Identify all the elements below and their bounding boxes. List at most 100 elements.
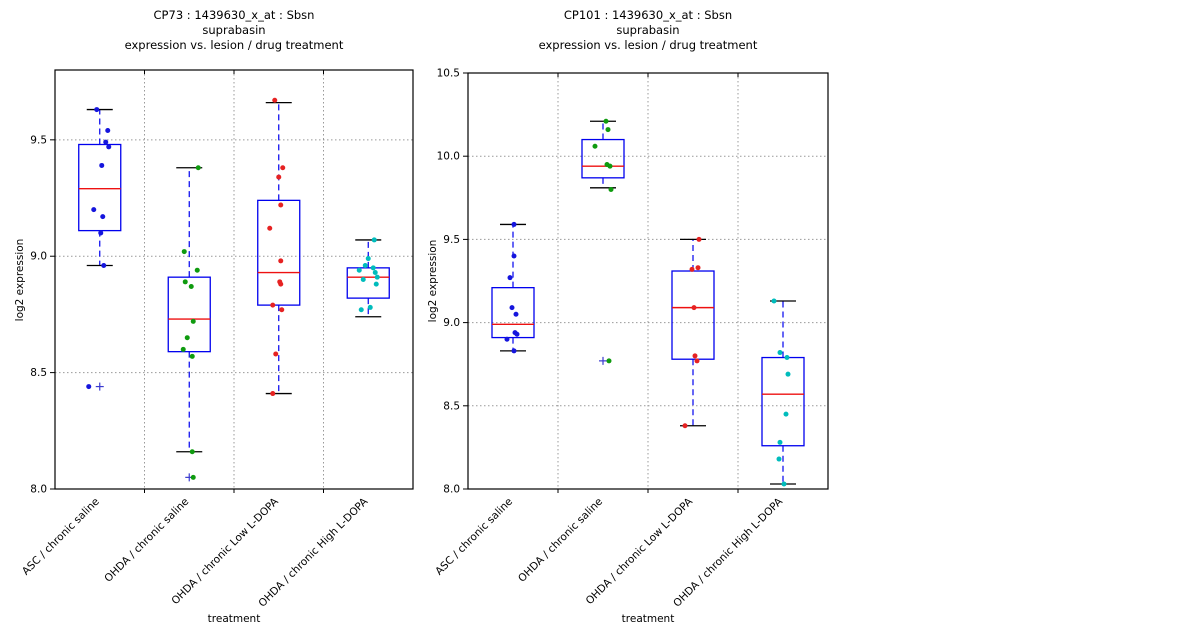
data-point xyxy=(694,358,700,364)
y-tick-label: 10.0 xyxy=(437,151,460,163)
box xyxy=(671,270,715,360)
chart2-title: CP101 : 1439630_x_at : Sbsn suprabasin e… xyxy=(418,8,878,53)
data-point xyxy=(682,423,688,429)
boxplot-group-1 xyxy=(491,221,535,354)
data-point xyxy=(777,350,783,356)
data-point xyxy=(270,302,276,308)
chart1-title-line1: CP73 : 1439630_x_at : Sbsn xyxy=(153,8,315,22)
data-point xyxy=(280,165,286,171)
data-point xyxy=(103,139,109,145)
y-tick-label: 9.0 xyxy=(30,251,47,263)
data-point xyxy=(513,311,519,317)
data-point xyxy=(371,237,377,243)
data-point xyxy=(511,221,517,227)
box xyxy=(257,199,301,306)
data-point xyxy=(273,351,279,357)
data-point xyxy=(195,165,201,171)
x-category-label: OHDA / chronic saline xyxy=(102,496,191,585)
data-point xyxy=(180,346,186,352)
box xyxy=(167,276,211,353)
data-point xyxy=(785,371,791,377)
chart2-y-axis-label: log2 expression xyxy=(427,239,439,323)
data-point xyxy=(608,186,614,192)
y-tick-label: 9.0 xyxy=(443,317,460,329)
chart2-title-line3: expression vs. lesion / drug treatment xyxy=(538,38,758,52)
data-point xyxy=(100,214,106,220)
data-point xyxy=(689,266,695,272)
data-point xyxy=(278,202,284,208)
data-point xyxy=(695,265,701,271)
chart1-title-line3: expression vs. lesion / drug treatment xyxy=(124,38,344,52)
data-point xyxy=(511,348,517,354)
box xyxy=(491,287,535,339)
data-point xyxy=(358,307,364,313)
y-tick-label: 8.0 xyxy=(30,484,47,496)
x-category-label: ASC / chronic saline xyxy=(20,496,102,578)
y-tick-label: 10.5 xyxy=(437,68,460,80)
boxplot-group-4 xyxy=(761,298,805,487)
boxplot-group-3 xyxy=(257,97,301,397)
data-point xyxy=(776,456,782,462)
data-point xyxy=(691,305,697,311)
data-point xyxy=(182,279,188,285)
data-point xyxy=(181,249,187,255)
data-point xyxy=(106,144,112,150)
data-point xyxy=(99,162,105,168)
data-point xyxy=(267,225,273,231)
chart1-y-axis-label: log2 expression xyxy=(14,238,26,321)
data-point xyxy=(696,236,702,242)
data-point xyxy=(86,384,92,390)
data-point xyxy=(367,304,373,310)
data-point xyxy=(101,263,107,269)
y-tick-label: 8.5 xyxy=(443,400,460,412)
y-tick-label: 9.5 xyxy=(443,234,460,246)
boxplot-group-3 xyxy=(671,236,715,429)
boxplot-group-1 xyxy=(78,107,122,391)
data-point xyxy=(692,353,698,359)
data-point xyxy=(781,481,787,487)
boxplot-group-4 xyxy=(346,237,390,318)
box xyxy=(78,143,122,232)
chart1-title: CP73 : 1439630_x_at : Sbsn suprabasin ex… xyxy=(4,8,464,53)
data-point xyxy=(771,298,777,304)
plot-frame xyxy=(467,72,829,490)
data-point xyxy=(373,281,379,287)
x-category-label: OHDA / chronic Low L-DOPA xyxy=(169,495,281,607)
data-point xyxy=(509,305,515,311)
x-category-label: OHDA / chronic saline xyxy=(516,496,605,585)
chart2-title-line2: suprabasin xyxy=(616,23,680,37)
data-point xyxy=(777,439,783,445)
data-point xyxy=(603,118,609,124)
chart1-x-axis-label: treatment xyxy=(207,613,261,625)
plot-frame xyxy=(54,69,414,490)
box xyxy=(581,138,625,179)
data-point xyxy=(189,353,195,359)
data-point xyxy=(272,97,278,103)
data-point xyxy=(194,267,200,273)
data-point xyxy=(190,318,196,324)
data-point xyxy=(98,230,104,236)
data-point xyxy=(784,355,790,361)
y-tick-label: 8.0 xyxy=(443,484,460,496)
data-point xyxy=(190,474,196,480)
data-point xyxy=(356,267,362,273)
data-point xyxy=(94,107,100,113)
chart2-x-axis-label: treatment xyxy=(621,613,675,625)
data-point xyxy=(279,307,285,313)
data-point xyxy=(278,258,284,264)
data-point xyxy=(606,358,612,364)
data-point xyxy=(189,449,195,455)
data-point xyxy=(188,283,194,289)
chart1-title-line2: suprabasin xyxy=(202,23,266,37)
data-point xyxy=(105,128,111,134)
boxplot-group-2 xyxy=(581,118,625,365)
data-point xyxy=(372,270,378,276)
data-point xyxy=(184,335,190,341)
data-point xyxy=(276,174,282,180)
chart2-title-line1: CP101 : 1439630_x_at : Sbsn xyxy=(563,8,733,22)
x-category-label: OHDA / chronic Low L-DOPA xyxy=(584,495,696,607)
data-point xyxy=(605,127,611,133)
data-point xyxy=(278,281,284,287)
data-point xyxy=(511,253,517,259)
